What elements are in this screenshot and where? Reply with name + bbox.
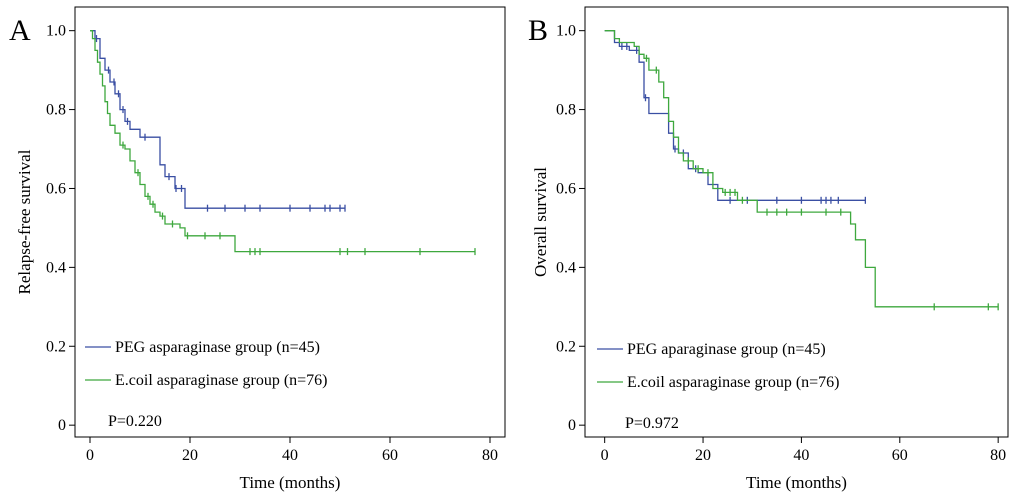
p-value-annotation: P=0.972 xyxy=(625,415,679,432)
series-peg: PEG asparaginase group (n=45) xyxy=(85,30,346,356)
x-axis-label: Time (months) xyxy=(240,473,341,492)
legend-label: PEG asparaginase group (n=45) xyxy=(115,339,320,356)
y-tick-label: 0.8 xyxy=(556,102,576,119)
legend-label: PEG aparaginase group (n=45) xyxy=(627,341,826,358)
survival-curve xyxy=(90,30,345,209)
series-peg: PEG aparaginase group (n=45) xyxy=(597,30,867,358)
y-axis-label: Overall survival xyxy=(531,167,550,277)
survival-curve xyxy=(604,30,999,308)
x-axis-label: Time (months) xyxy=(746,473,847,492)
x-tick-label: 20 xyxy=(182,447,198,464)
panel-b: B 0 0.2 0.4 0.6 0.8 1.0 0 20 40 60 80 Time (months) O… xyxy=(528,6,1009,492)
y-tick-label: 0 xyxy=(568,417,576,434)
y-tick-label: 0.4 xyxy=(556,259,576,276)
panel-a: A 0 0.2 0.4 0.6 0.8 1.0 0 20 40 60 80 Time (months) R… xyxy=(9,6,506,492)
y-tick-label: 1.0 xyxy=(46,23,66,40)
y-tick-label: 0.2 xyxy=(556,338,576,355)
x-tick-label: 40 xyxy=(282,447,298,464)
x-tick-label: 60 xyxy=(382,447,398,464)
p-value-annotation: P=0.220 xyxy=(108,413,162,430)
x-tick-label: 20 xyxy=(695,447,711,464)
y-tick-label: 1.0 xyxy=(556,23,576,40)
y-tick-label: 0.4 xyxy=(46,259,66,276)
series-ecoil: E.coil asparaginase group (n=76) xyxy=(85,30,476,389)
y-tick-label: 0.8 xyxy=(46,102,66,119)
legend-label: E.coil asparaginase group (n=76) xyxy=(627,374,840,391)
y-tick-label: 0.6 xyxy=(556,180,576,197)
survival-curve xyxy=(90,30,475,253)
series-ecoil: E.coil asparaginase group (n=76) xyxy=(597,30,999,391)
panel-label: A xyxy=(9,14,31,47)
x-tick-label: 0 xyxy=(86,447,94,464)
y-axis-label: Relapse-free survival xyxy=(15,149,34,294)
x-tick-label: 60 xyxy=(892,447,908,464)
panel-label: B xyxy=(528,14,548,47)
x-tick-label: 0 xyxy=(601,447,609,464)
y-tick-label: 0.6 xyxy=(46,180,66,197)
x-tick-label: 40 xyxy=(793,447,809,464)
x-tick-label: 80 xyxy=(990,447,1006,464)
y-tick-label: 0.2 xyxy=(46,338,66,355)
plot-frame xyxy=(584,6,1009,438)
x-tick-label: 80 xyxy=(482,447,498,464)
legend-label: E.coil asparaginase group (n=76) xyxy=(115,372,328,389)
y-tick-label: 0 xyxy=(58,417,66,434)
